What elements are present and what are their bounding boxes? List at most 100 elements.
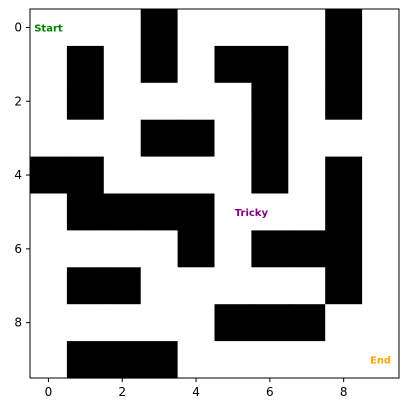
maze-wall-cell [103, 267, 142, 305]
x-axis: 0 2 4 6 8 [45, 378, 348, 399]
y-axis: 0 2 4 6 8 [14, 20, 30, 330]
maze-path-cell [177, 304, 216, 342]
maze-path-cell [214, 119, 252, 158]
maze-path-cell [30, 119, 68, 158]
x-tick-label: 8 [340, 385, 348, 399]
maze-path-cell [30, 45, 68, 84]
y-tick-label: 8 [14, 316, 22, 330]
maze-path-cell [177, 267, 216, 305]
maze-wall-cell [325, 267, 363, 305]
maze-path-cell [103, 304, 142, 342]
maze-path-cell [362, 119, 400, 158]
maze-path-cell [140, 230, 179, 268]
maze-path-cell [66, 119, 105, 158]
maze-wall-cell [251, 156, 289, 195]
maze-path-cell [214, 341, 252, 379]
maze-path-cell [177, 156, 216, 195]
maze-cells [30, 9, 400, 379]
maze-wall-cell [214, 45, 252, 84]
maze-path-cell [288, 267, 326, 305]
maze-wall-cell [325, 156, 363, 195]
maze-wall-cell [103, 193, 142, 231]
maze-path-cell [251, 9, 289, 47]
maze-wall-cell [251, 45, 289, 84]
maze-path-cell [325, 341, 363, 379]
maze-path-cell [362, 82, 400, 121]
maze-wall-cell [66, 193, 105, 231]
maze-wall-cell [325, 45, 363, 84]
maze-wall-cell [251, 230, 289, 268]
maze-path-cell [140, 267, 179, 305]
maze-path-cell [177, 341, 216, 379]
maze-wall-cell [103, 341, 142, 379]
maze-path-cell [251, 193, 289, 231]
maze-path-cell [362, 230, 400, 268]
maze-path-cell [325, 119, 363, 158]
x-tick-label: 0 [45, 385, 53, 399]
maze-wall-cell [140, 9, 179, 47]
maze-path-cell [30, 304, 68, 342]
maze-path-cell [30, 9, 68, 47]
maze-path-cell [30, 82, 68, 121]
maze-wall-cell [66, 341, 105, 379]
maze-path-cell [288, 119, 326, 158]
plot-frame [29, 8, 400, 379]
maze-path-cell [103, 9, 142, 47]
maze-path-cell [288, 9, 326, 47]
annotation-end: End [370, 356, 391, 367]
maze-path-cell [30, 341, 68, 379]
maze-path-cell [288, 341, 326, 379]
y-tick-label: 0 [14, 20, 22, 34]
maze-wall-cell [288, 230, 326, 268]
maze-path-cell [325, 304, 363, 342]
maze-wall-cell [66, 267, 105, 305]
annotations: Start Tricky End [34, 23, 391, 366]
y-tick-label: 6 [14, 242, 22, 256]
maze-path-cell [103, 119, 142, 158]
maze-path-cell [362, 156, 400, 195]
y-tick-label: 2 [14, 94, 22, 108]
maze-path-cell [30, 193, 68, 231]
maze-wall-cell [325, 9, 363, 47]
maze-path-cell [214, 156, 252, 195]
maze-path-cell [177, 45, 216, 84]
maze-wall-cell [140, 119, 179, 158]
maze-path-cell [214, 267, 252, 305]
maze-path-cell [288, 193, 326, 231]
maze-wall-cell [251, 304, 289, 342]
maze-path-cell [30, 230, 68, 268]
maze-path-cell [214, 9, 252, 47]
maze-path-cell [288, 156, 326, 195]
maze-path-cell [66, 9, 105, 47]
maze-wall-cell [325, 193, 363, 231]
maze-path-cell [140, 156, 179, 195]
annotation-tricky: Tricky [235, 208, 269, 219]
maze-path-cell [362, 341, 400, 379]
maze-wall-cell [30, 156, 68, 195]
maze-path-cell [66, 304, 105, 342]
maze-path-cell [103, 82, 142, 121]
annotation-start: Start [34, 23, 63, 34]
maze-path-cell [177, 82, 216, 121]
maze-wall-cell [214, 304, 252, 342]
maze-path-cell [251, 341, 289, 379]
maze-wall-cell [177, 230, 216, 268]
maze-path-cell [140, 82, 179, 121]
x-tick-label: 6 [266, 385, 274, 399]
maze-wall-cell [325, 82, 363, 121]
maze-path-cell [66, 230, 105, 268]
maze-path-cell [362, 45, 400, 84]
y-tick-label: 4 [14, 168, 22, 182]
maze-path-cell [362, 267, 400, 305]
maze-wall-cell [177, 119, 216, 158]
maze-wall-cell [288, 304, 326, 342]
maze-path-cell [30, 267, 68, 305]
maze-wall-cell [66, 45, 105, 84]
maze-wall-cell [325, 230, 363, 268]
x-tick-label: 4 [192, 385, 200, 399]
x-tick-label: 2 [118, 385, 126, 399]
maze-wall-cell [251, 82, 289, 121]
maze-path-cell [362, 193, 400, 231]
maze-path-cell [103, 230, 142, 268]
